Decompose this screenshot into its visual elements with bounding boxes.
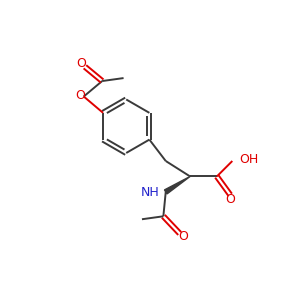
Text: OH: OH xyxy=(240,153,259,166)
Polygon shape xyxy=(164,176,190,194)
Text: O: O xyxy=(225,193,235,206)
Text: O: O xyxy=(178,230,188,243)
Text: NH: NH xyxy=(140,186,159,199)
Text: O: O xyxy=(75,89,85,102)
Text: O: O xyxy=(76,57,86,70)
